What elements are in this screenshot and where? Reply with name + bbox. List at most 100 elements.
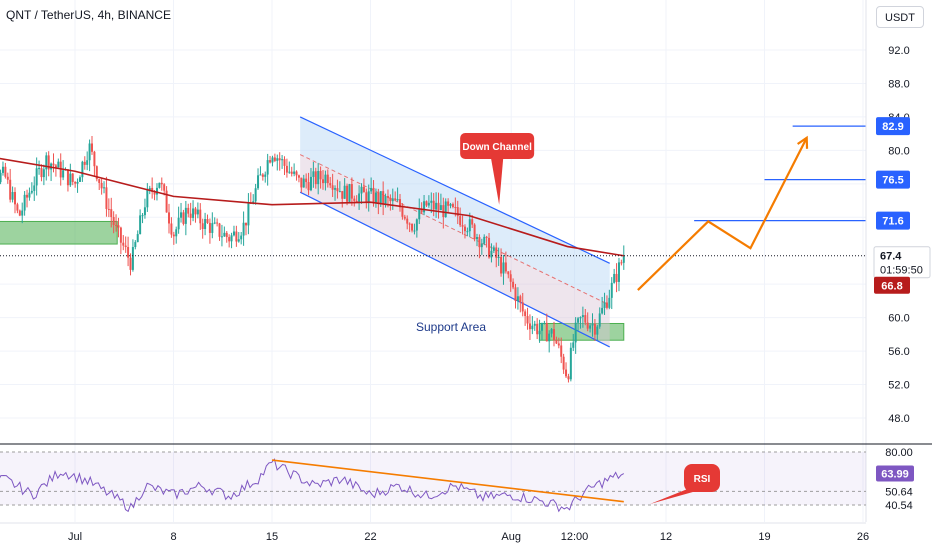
candle-body (281, 159, 284, 161)
candle-body (317, 170, 320, 185)
candle-body (377, 192, 380, 204)
price-tick-9: 52.0 (888, 380, 909, 392)
candle-body (439, 205, 442, 211)
candle-body (536, 323, 539, 335)
candle-body (261, 174, 264, 177)
candle-body (115, 224, 118, 226)
candle-body (247, 203, 250, 226)
candle-body (76, 181, 79, 184)
candle-body (427, 202, 430, 206)
candle-body (399, 199, 402, 208)
candle-body (78, 177, 81, 182)
candle-body (74, 181, 77, 184)
candle-body (389, 197, 392, 202)
rsi-line (0, 458, 625, 513)
candle-body (620, 262, 623, 264)
candle-body (163, 184, 166, 191)
candle-body (538, 330, 541, 335)
candle-body (500, 256, 503, 274)
candle-body (545, 322, 548, 342)
candle-body (30, 190, 33, 193)
candle-body (218, 223, 221, 237)
candle-body (213, 222, 216, 224)
candle-body (66, 169, 69, 186)
candle-body (353, 198, 356, 201)
candle-body (507, 271, 510, 275)
candle-body (47, 155, 50, 170)
candle-body (165, 190, 168, 213)
candle-body (81, 161, 84, 178)
candle-body (350, 184, 353, 199)
candle-body (271, 157, 274, 163)
candle-body (406, 218, 409, 224)
channel-upper-line (299, 116, 610, 264)
candle-body (490, 250, 493, 258)
candle-body (584, 315, 587, 323)
candle-body (86, 160, 89, 165)
candle-body (23, 194, 26, 211)
currency-button[interactable]: USDT (876, 6, 924, 28)
candle-body (172, 234, 175, 237)
rsi-callout-label: RSI (694, 474, 711, 485)
candle-body (184, 207, 187, 224)
countdown-timer: 01:59:50 (880, 265, 923, 277)
rsi-tick-2: 40.54 (885, 500, 913, 512)
candle-body (225, 232, 228, 238)
time-tick-6: 12 (660, 531, 672, 543)
candle-body (617, 262, 620, 282)
candle-body (266, 160, 269, 175)
candle-body (180, 212, 183, 218)
candle-body (502, 262, 505, 274)
candle-body (131, 247, 134, 270)
candle-body (471, 219, 474, 225)
candle-body (146, 190, 149, 208)
candle-body (208, 222, 211, 233)
candle-body (374, 192, 377, 204)
candle-body (601, 307, 604, 314)
candle-body (175, 229, 178, 237)
price-tick-10: 48.0 (888, 413, 909, 425)
projection-path (637, 137, 808, 291)
candle-body (425, 201, 428, 206)
level-76-5-tag (876, 170, 910, 189)
candle-body (100, 182, 103, 189)
candle-body (103, 187, 106, 189)
price-tick-0: 92.0 (888, 45, 909, 57)
candle-body (329, 183, 332, 186)
candle-body (230, 235, 233, 242)
candle-body (288, 171, 291, 173)
candle-body (557, 343, 560, 346)
candle-body (117, 225, 120, 228)
candle-body (83, 161, 86, 165)
candle-body (28, 192, 31, 198)
candle-body (95, 166, 98, 180)
candle-body (194, 208, 197, 215)
candle-body (519, 296, 522, 303)
candle-body (497, 256, 500, 258)
candle-body (168, 212, 171, 224)
candle-body (196, 209, 199, 215)
time-tick-2: 15 (266, 531, 278, 543)
candle-body (386, 196, 389, 198)
candle-body (459, 216, 462, 226)
rsi-value-text: 63.99 (881, 469, 909, 481)
symbol-title: QNT / TetherUS, 4h, BINANCE (6, 8, 171, 22)
candle-body (237, 239, 240, 242)
candle-body (122, 242, 125, 246)
candle-body (201, 223, 204, 229)
candle-body (182, 212, 185, 224)
candle-body (555, 339, 558, 344)
candle-body (322, 179, 325, 184)
candle-body (569, 347, 572, 380)
candle-body (148, 187, 151, 191)
candle-body (341, 191, 344, 199)
down-channel-label: Down Channel (462, 142, 532, 153)
candle-body (451, 204, 454, 207)
candle-body (447, 201, 450, 206)
candle-body (343, 185, 346, 199)
candle-body (372, 187, 375, 204)
candle-body (478, 237, 481, 248)
candle-body (199, 209, 202, 224)
candle-body (295, 171, 298, 176)
